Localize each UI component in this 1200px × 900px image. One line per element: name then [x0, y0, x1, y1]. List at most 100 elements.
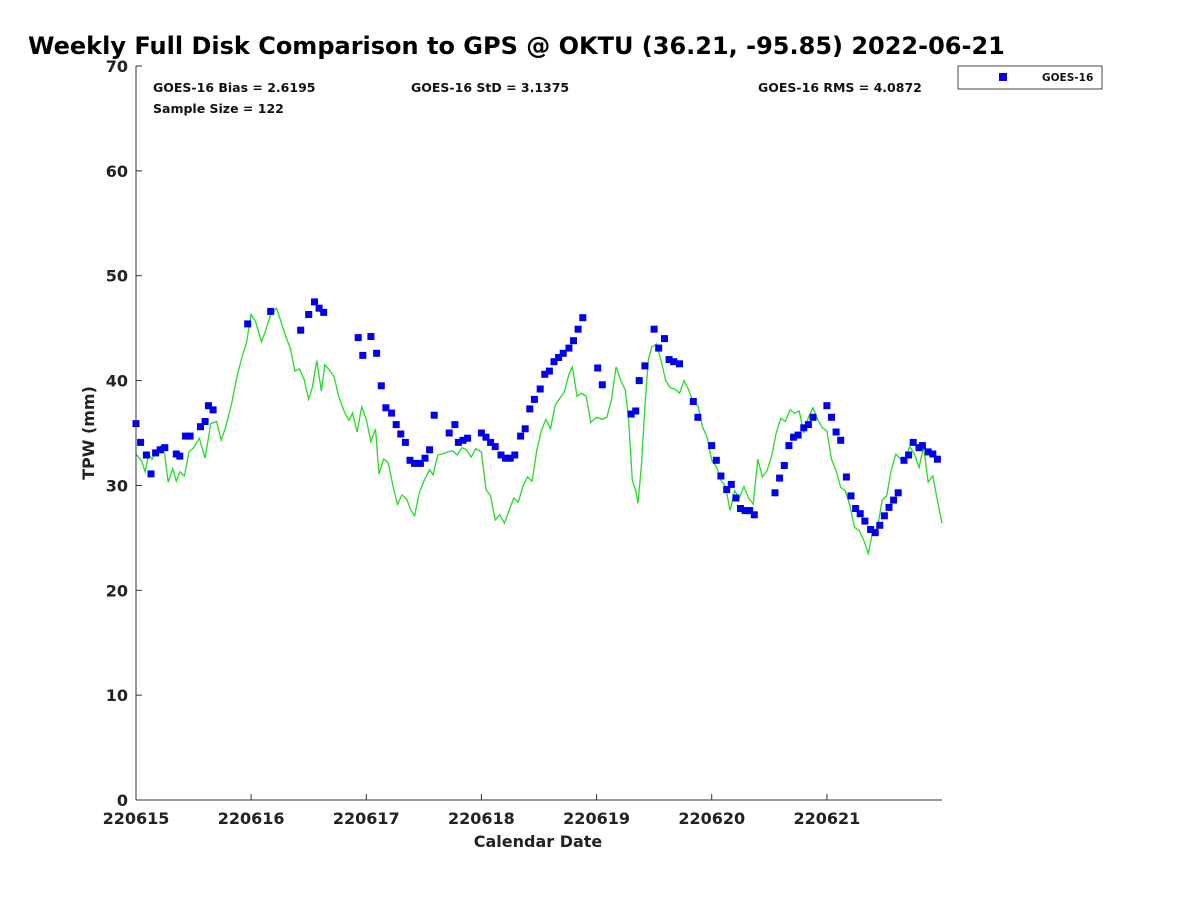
goes16-point	[876, 521, 884, 529]
goes16-point	[785, 442, 793, 450]
goes16-point	[856, 510, 864, 518]
goes16-point	[694, 413, 702, 421]
y-axis-label: TPW (mm)	[79, 386, 98, 480]
goes16-point	[315, 304, 323, 312]
goes16-point	[421, 454, 429, 462]
goes16-point	[454, 438, 462, 446]
goes16-point	[147, 470, 155, 478]
goes16-point	[579, 314, 587, 322]
goes16-point	[388, 409, 396, 417]
y-tick-label: 10	[106, 686, 128, 705]
x-tick-label: 220615	[103, 809, 170, 828]
goes16-point	[482, 433, 490, 441]
goes16-point	[487, 438, 495, 446]
plot-area	[132, 298, 943, 557]
goes16-point	[559, 349, 567, 357]
goes16-point	[570, 337, 577, 345]
goes16-point	[565, 344, 573, 352]
goes16-point	[464, 434, 472, 442]
x-tick-label: 220616	[218, 809, 285, 828]
legend-box	[957, 65, 1103, 90]
goes16-point	[627, 410, 635, 418]
goes16-point	[655, 344, 663, 352]
y-tick-label: 60	[106, 162, 128, 181]
y-tick-label: 30	[106, 476, 128, 495]
goes16-point	[861, 517, 869, 525]
goes16-point	[732, 494, 740, 502]
goes16-point	[430, 411, 438, 419]
goes16-point	[790, 433, 797, 441]
goes16-point	[809, 413, 817, 421]
goes16-point	[182, 432, 189, 440]
y-tick-label: 20	[106, 581, 128, 600]
goes16-point	[847, 492, 855, 500]
x-tick-label: 220617	[333, 809, 400, 828]
goes16-point	[837, 436, 845, 444]
goes16-point	[780, 462, 788, 469]
goes16-point	[305, 311, 313, 318]
goes16-point	[377, 382, 385, 390]
goes16-point	[406, 456, 414, 464]
goes16-point	[201, 418, 209, 425]
goes16-point	[152, 449, 160, 457]
goes16-point	[852, 505, 860, 512]
goes16-point	[776, 474, 784, 482]
rms-stat: GOES-16 RMS = 4.0872	[758, 80, 922, 95]
goes16-point	[650, 325, 658, 333]
legend: GOES-16	[957, 65, 1103, 90]
goes16-point	[311, 298, 318, 306]
goes16-point	[885, 503, 893, 511]
legend-label-goes16: GOES-16	[1042, 72, 1093, 84]
goes16-point	[320, 308, 328, 316]
goes16-point	[632, 407, 640, 415]
goes16-point	[373, 349, 381, 357]
goes16-point	[521, 425, 529, 433]
goes16-point	[676, 360, 683, 368]
goes16-point	[894, 489, 902, 497]
x-tick-label: 220618	[448, 809, 515, 828]
goes16-point	[137, 438, 145, 446]
goes16-point	[451, 421, 459, 429]
goes16-point	[205, 402, 212, 410]
y-tick-label: 0	[117, 791, 128, 810]
goes16-point	[708, 442, 716, 450]
goes16-point	[867, 526, 875, 533]
goes16-point	[209, 406, 217, 414]
goes16-point	[823, 402, 831, 410]
bias-stat: GOES-16 Bias = 2.6195	[153, 80, 315, 95]
chart-title: Weekly Full Disk Comparison to GPS @ OKT…	[28, 32, 1005, 60]
goes16-point	[905, 451, 913, 459]
goes16-point	[506, 454, 514, 462]
goes16-point	[635, 377, 643, 385]
goes16-point	[401, 438, 409, 446]
goes16-point	[737, 505, 744, 512]
x-tick-label: 220621	[793, 809, 860, 828]
goes16-point	[426, 446, 434, 454]
goes16-point	[176, 452, 184, 460]
x-axis-label: Calendar Date	[474, 832, 603, 851]
goes16-point	[717, 472, 725, 480]
goes16-point	[517, 432, 525, 440]
goes16-point	[794, 431, 802, 439]
goes16-point	[890, 496, 898, 504]
goes16-point	[186, 432, 194, 440]
goes16-point	[297, 326, 305, 334]
goes16-point	[555, 354, 563, 361]
y-tick-label: 40	[106, 372, 128, 391]
goes16-point	[800, 424, 808, 432]
goes16-point	[411, 459, 419, 467]
goes16-point	[267, 307, 275, 315]
goes16-point	[929, 450, 937, 458]
goes16-point	[392, 421, 400, 429]
goes16-point	[545, 367, 553, 375]
goes16-point	[142, 451, 150, 459]
goes16-point	[156, 446, 164, 454]
goes16-point	[161, 444, 169, 452]
goes16-point	[594, 364, 602, 372]
goes16-point	[746, 507, 754, 515]
goes16-point	[665, 356, 673, 364]
goes16-point	[909, 438, 917, 446]
y-ticks: 0 10 20 30 40 50 60 70	[106, 57, 142, 810]
